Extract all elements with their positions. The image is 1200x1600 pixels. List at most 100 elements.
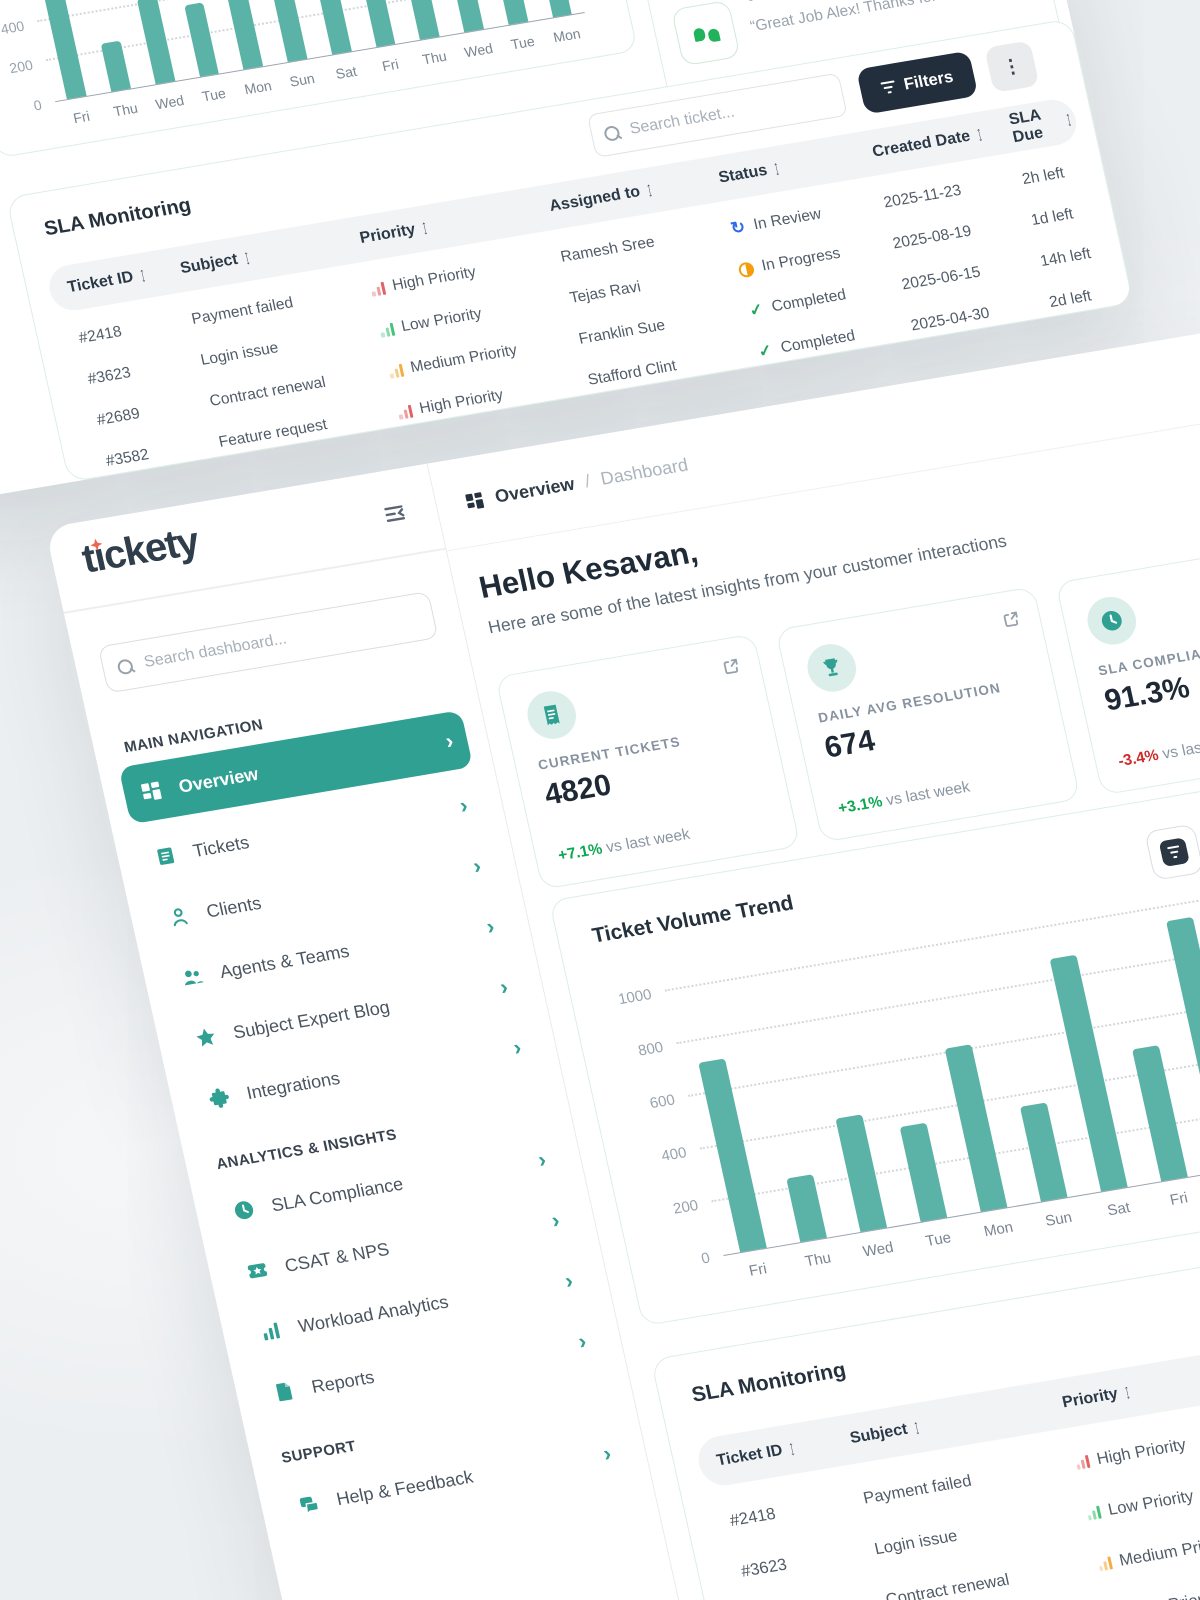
sidebar-item-clients[interactable]: Clients ›	[146, 833, 502, 951]
sidebar-item-tickets[interactable]: Tickets ›	[132, 773, 488, 891]
filters-button[interactable]: Filters	[856, 50, 979, 115]
sidebar-item-csat-nps[interactable]: CSAT & NPS ›	[224, 1187, 580, 1305]
cell-ticket-id: #3623	[739, 1555, 789, 1581]
chevron-right-icon: ›	[600, 1440, 614, 1467]
sort-icon: ↑ ↓	[138, 266, 147, 285]
column-header-created-date[interactable]: Created Date ↑ ↓	[870, 125, 984, 161]
sidebar-item-help-feedback[interactable]: Help & Feedback ›	[276, 1421, 632, 1539]
x-axis-tick: Sun	[1043, 1208, 1074, 1230]
column-header-subject[interactable]: Subject ↑ ↓	[178, 249, 251, 278]
kebab-icon: ⋮	[1000, 54, 1024, 79]
search-icon	[116, 657, 135, 675]
ticketstar-icon	[244, 1258, 270, 1283]
bar-thu-1	[786, 1174, 827, 1243]
y-axis-tick: 1000	[616, 986, 654, 1009]
bar-sun-5	[1019, 1102, 1068, 1202]
chevron-right-icon: ›	[535, 1146, 549, 1173]
chart-filter-button[interactable]	[1144, 823, 1200, 881]
x-axis-tick: Wed	[153, 91, 186, 113]
chevron-right-icon: ›	[549, 1207, 562, 1233]
breadcrumb-separator: /	[582, 471, 593, 492]
sidebar-item-reports[interactable]: Reports ›	[251, 1308, 607, 1426]
x-axis-tick: Mon	[242, 77, 274, 98]
grid-icon	[463, 489, 487, 512]
cell-ticket-id: #2418	[77, 323, 124, 347]
x-axis-tick: Fri	[71, 107, 92, 127]
sla-card-title: SLA Monitoring	[42, 194, 194, 241]
chevron-right-icon: ›	[470, 852, 484, 879]
sidebar-item-workload-analytics[interactable]: Workload Analytics ›	[238, 1248, 594, 1366]
collapse-icon	[384, 505, 406, 523]
y-axis-tick: 0	[699, 1249, 712, 1268]
dashboard-search-input[interactable]	[140, 607, 421, 674]
gridline	[687, 973, 1200, 1097]
bar-tue-3	[899, 1122, 948, 1222]
column-header-assigned-to[interactable]: Assigned to ↑ ↓	[547, 181, 654, 216]
sidebar-collapse-button[interactable]	[373, 493, 416, 534]
x-axis-tick: Thu	[803, 1249, 833, 1271]
bar-thu-1	[100, 40, 131, 92]
priority-bars-icon	[1097, 1555, 1114, 1571]
column-header-status[interactable]: Status ↑ ↓	[717, 159, 781, 187]
sync-icon: ↻	[728, 217, 748, 239]
cell-priority: High Priority	[1056, 1419, 1200, 1475]
external-link-icon[interactable]	[719, 655, 743, 678]
sidebar-item-subject-expert-blog[interactable]: Subject Expert Blog ›	[173, 954, 529, 1072]
column-header-priority[interactable]: Priority ↑ ↓	[1060, 1383, 1131, 1412]
column-header-ticket-id[interactable]: Ticket ID ↑ ↓	[715, 1439, 796, 1470]
y-axis-tick: 200	[671, 1196, 700, 1218]
cell-ticket-id: #3623	[86, 364, 133, 388]
brand-logo: tı ckety	[78, 519, 203, 582]
x-axis-tick: Fri	[747, 1260, 769, 1280]
x-axis-tick: Wed	[462, 39, 495, 61]
more-options-button[interactable]: ⋮	[984, 40, 1040, 93]
column-header-priority[interactable]: Priority ↑ ↓	[358, 219, 429, 247]
person-icon	[166, 904, 192, 929]
sort-icon: ↑ ↓	[1122, 1383, 1131, 1402]
chart-title: Ticket Volume Trend	[590, 891, 796, 948]
chevron-right-icon: ›	[484, 913, 497, 940]
sidebar-item-integrations[interactable]: Integrations ›	[186, 1015, 542, 1133]
sidebar-item-sla-compliance[interactable]: SLA Compliance ›	[211, 1127, 567, 1245]
gridline	[45, 0, 576, 62]
sidebar-item-label: Tickets	[190, 831, 251, 861]
gridline	[676, 920, 1200, 1045]
x-axis-tick: Tue	[200, 84, 228, 105]
sort-icon: ↑ ↓	[645, 181, 654, 200]
breadcrumb: Overview / Dashboard	[427, 235, 1200, 552]
sidebar-nav: MAIN NAVIGATION Overview › Tickets › Clients ›…	[87, 655, 651, 1542]
star-icon	[193, 1025, 219, 1050]
sort-icon: ↑ ↓	[912, 1418, 921, 1438]
priority-bars-icon	[1086, 1505, 1102, 1521]
x-axis-tick: Fri	[380, 55, 401, 75]
column-header-subject[interactable]: Subject ↑ ↓	[848, 1418, 921, 1448]
doc-icon	[271, 1379, 297, 1404]
sidebar-item-overview[interactable]: Overview ›	[118, 710, 474, 825]
chevron-right-icon: ›	[562, 1267, 576, 1294]
bar-tue-3	[183, 2, 220, 77]
y-axis-tick: 400	[0, 17, 26, 37]
priority-bars-icon	[1074, 1454, 1091, 1470]
check-icon: ✓	[747, 301, 765, 321]
breadcrumb-section[interactable]: Overview	[493, 473, 577, 507]
trophy-icon	[802, 640, 861, 696]
clock-icon	[231, 1198, 257, 1223]
bar-fri-7	[1131, 1045, 1188, 1182]
bar-mon-4	[944, 1043, 1008, 1212]
external-link-icon[interactable]	[999, 608, 1023, 631]
ticket-icon	[152, 843, 178, 868]
sla-card-title: SLA Monitoring	[689, 1358, 848, 1407]
ticket-search-input[interactable]	[625, 86, 833, 141]
chart-plot: 02004006008001000FriThuWedTueMonSunSatFr…	[0, 0, 585, 126]
sort-icon: ↑ ↓	[975, 125, 984, 145]
priority-bars-icon	[388, 363, 405, 379]
sidebar-item-agents-teams[interactable]: Agents & Teams ›	[159, 894, 515, 1012]
sort-icon: ↑ ↓	[420, 219, 429, 238]
column-header-ticket-id[interactable]: Ticket ID ↑ ↓	[65, 266, 147, 297]
column-header-sla-due[interactable]: SLA Due ↑ ↓	[1007, 106, 1073, 147]
stat-delta: +7.1% vs last week	[556, 825, 692, 865]
chartbars-icon	[258, 1319, 284, 1344]
sidebar-item-label: Workload Analytics	[296, 1291, 451, 1336]
